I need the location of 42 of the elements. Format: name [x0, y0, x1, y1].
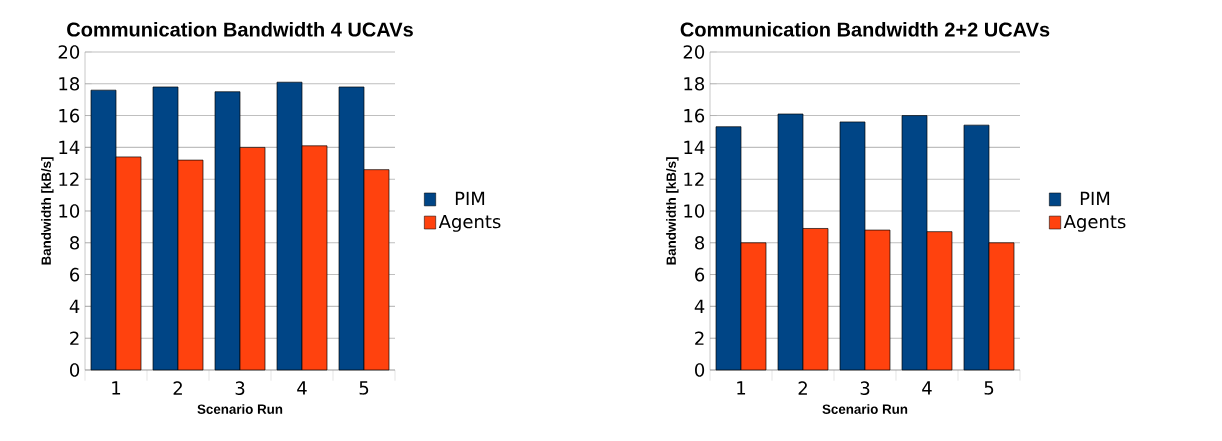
x-tick-label: 1 [112, 381, 121, 395]
y-tick-label: 10 [684, 204, 705, 218]
y-tick-label: 6 [70, 267, 80, 282]
legend-label: Agents [1063, 214, 1126, 232]
x-axis-title: Scenario Run [822, 404, 908, 414]
y-tick-label: 20 [58, 45, 80, 59]
x-tick-label: 2 [173, 381, 182, 395]
y-tick-label: 16 [59, 108, 80, 123]
x-tick-label: 4 [297, 381, 307, 395]
y-tick-label: 2 [70, 331, 79, 345]
legend-label: PIM [1080, 191, 1110, 205]
x-tick-label: 5 [984, 381, 994, 395]
x-tick-label: 4 [922, 381, 932, 395]
y-tick-label: 0 [70, 363, 80, 377]
y-tick-label: 0 [695, 363, 705, 377]
legend-label: PIM [455, 191, 485, 205]
y-tick-label: 20 [683, 45, 705, 59]
x-axis-title: Scenario Run [197, 404, 283, 414]
y-tick-label: 14 [684, 140, 705, 154]
x-tick-label: 2 [798, 381, 807, 395]
y-tick-label: 14 [59, 140, 80, 154]
y-tick-label: 18 [59, 76, 80, 91]
y-axis-title: Bandwidth [kB/s] [666, 157, 679, 265]
y-tick-label: 2 [695, 331, 704, 345]
y-tick-label: 4 [69, 299, 80, 313]
y-tick-label: 4 [694, 299, 705, 313]
y-tick-label: 8 [695, 235, 705, 250]
y-tick-label: 10 [59, 204, 80, 218]
y-axis-title: Bandwidth [kB/s] [41, 157, 54, 265]
y-tick-label: 12 [684, 172, 704, 186]
chart-title: Communication Bandwidth 2+2 UCAVs [680, 21, 1050, 37]
y-tick-label: 12 [59, 172, 79, 186]
y-tick-label: 8 [70, 235, 80, 250]
legend-label: Agents [438, 214, 501, 232]
y-tick-label: 16 [684, 108, 705, 123]
x-tick-label: 3 [860, 381, 870, 395]
y-tick-label: 6 [695, 267, 705, 282]
x-tick-label: 1 [737, 381, 746, 395]
y-tick-label: 18 [684, 76, 705, 91]
x-tick-label: 3 [235, 381, 245, 395]
x-tick-label: 5 [359, 381, 369, 395]
chart-title: Communication Bandwidth 4 UCAVs [67, 21, 413, 37]
